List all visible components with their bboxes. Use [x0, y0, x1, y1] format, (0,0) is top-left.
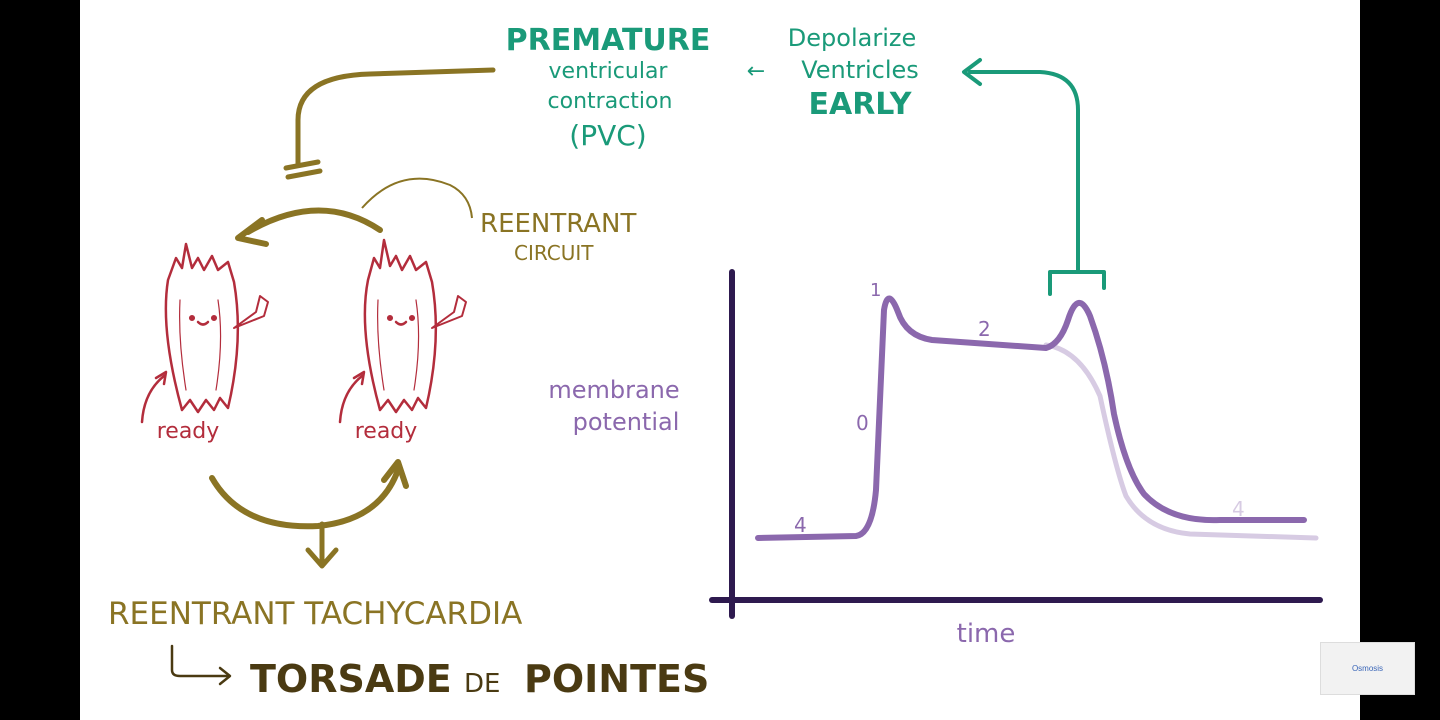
circuit-label-group: REENTRANT CIRCUIT — [480, 209, 636, 265]
action-potential-graph: 1 2 0 4 4 membrane potential time — [548, 269, 1323, 649]
y-axis-label-line2: potential — [573, 408, 680, 436]
reentrant-label: REENTRANT — [480, 209, 636, 239]
torsade-text-group: TORSADE DE POINTES — [250, 657, 709, 701]
torsade-label: TORSADE — [250, 657, 452, 701]
de-label: DE — [464, 669, 500, 699]
pvc-contraction-label: contraction — [548, 89, 673, 114]
bracket-to-depolarize-line — [968, 70, 1080, 274]
y-axis-label-line1: membrane — [548, 376, 679, 404]
pvc-to-circuit-line — [295, 67, 496, 168]
diagram-svg: PREMATURE ventricular contraction (PVC) … — [108, 23, 1323, 701]
pvc-ventricular-label: ventricular — [549, 59, 669, 84]
osmosis-watermark: Osmosis — [1320, 642, 1415, 695]
watermark-text: Osmosis — [1351, 664, 1384, 673]
reentrant-tachycardia-label: REENTRANT TACHYCARDIA — [108, 596, 522, 632]
phase-labels: 1 2 0 4 — [794, 280, 991, 537]
ventricles-label: Ventricles — [801, 56, 919, 84]
cardiac-cell-left — [140, 242, 269, 424]
circuit-bottom-arrowhead-icon — [381, 459, 409, 489]
torsade-pointer-arrow — [170, 644, 230, 678]
left-cell-ready-label: ready — [157, 419, 220, 444]
early-depolarization-bracket — [1048, 270, 1106, 296]
depolarize-label: Depolarize — [788, 24, 916, 52]
phase-4-end-label: 4 — [1232, 497, 1245, 521]
phase-2-label: 2 — [978, 317, 991, 341]
torsade-pointer-arrowhead-icon — [218, 666, 232, 686]
circuit-label: CIRCUIT — [514, 241, 594, 265]
y-axis-label-group: membrane potential — [548, 376, 679, 436]
circuit-bottom-arrow — [209, 467, 401, 530]
circuit-label-pointer — [361, 177, 473, 219]
pvc-text-group: PREMATURE ventricular contraction (PVC) — [506, 23, 711, 152]
pointes-label: POINTES — [524, 657, 709, 701]
early-afterdepolarization-curve — [755, 295, 1307, 541]
normal-action-potential-curve — [1043, 342, 1319, 541]
phase-0-label: 0 — [856, 411, 869, 435]
depolarize-arrowhead-icon — [962, 58, 982, 86]
pvc-premature-label: PREMATURE — [506, 23, 711, 58]
circuit-down-arrowhead-icon — [305, 547, 339, 569]
x-axis-label: time — [957, 619, 1016, 649]
right-cell-ready-label: ready — [355, 419, 418, 444]
circuit-top-arrowhead-icon — [235, 217, 269, 247]
left-ready-arrow — [140, 374, 166, 424]
left-arrow-icon: ← — [747, 59, 765, 84]
right-ready-arrow — [338, 374, 364, 424]
pvc-abbrev-label: (PVC) — [569, 119, 646, 152]
inhibitor-bar-1 — [283, 159, 321, 171]
cardiac-cell-right — [338, 238, 467, 424]
inhibitor-bar-2 — [285, 168, 323, 180]
phase-1-label: 1 — [870, 280, 881, 301]
depolarize-text-group: Depolarize Ventricles EARLY — [788, 24, 919, 122]
phase-4-start-label: 4 — [794, 513, 807, 537]
circuit-top-arrow — [245, 207, 383, 235]
slide-canvas: PREMATURE ventricular contraction (PVC) … — [80, 0, 1360, 720]
early-label: EARLY — [809, 87, 913, 122]
